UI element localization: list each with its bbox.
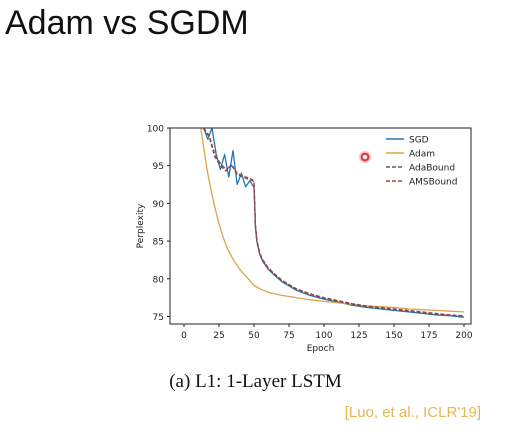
x-tick-label: 0: [181, 331, 187, 341]
x-tick-label: 175: [420, 331, 437, 341]
legend-label-adabound: AdaBound: [409, 164, 455, 174]
x-tick-label: 125: [350, 331, 367, 341]
y-axis-label: Perplexity: [136, 203, 146, 248]
y-tick-label: 75: [153, 313, 164, 323]
figure-caption: (a) L1: 1-Layer LSTM: [169, 371, 342, 392]
x-tick-label: 50: [248, 331, 260, 341]
x-tick-label: 75: [283, 331, 294, 341]
y-tick-label: 85: [153, 238, 164, 248]
series-line-adabound: [203, 128, 465, 318]
laser-pointer-icon: [359, 151, 371, 163]
legend-label-sgd: SGD: [409, 136, 429, 146]
legend-label-amsbound: AMSBound: [409, 178, 457, 188]
y-tick-label: 100: [147, 125, 164, 135]
x-tick-label: 200: [455, 331, 472, 341]
plot-frame: [169, 127, 472, 325]
legend-label-adam: Adam: [409, 150, 435, 160]
series-line-adam: [200, 128, 465, 313]
y-tick-label: 80: [153, 275, 165, 285]
y-tick-label: 95: [153, 162, 164, 172]
x-axis-label: Epoch: [307, 344, 335, 354]
x-tick-label: 150: [385, 331, 402, 341]
x-tick-label: 25: [213, 331, 224, 341]
citation: [Luo, et al., ICLR'19]: [344, 404, 481, 421]
y-tick-label: 90: [153, 200, 165, 210]
series-line-amsbound: [203, 128, 465, 317]
x-tick-label: 100: [315, 331, 332, 341]
slide-title: Adam vs SGDM: [5, 4, 249, 42]
